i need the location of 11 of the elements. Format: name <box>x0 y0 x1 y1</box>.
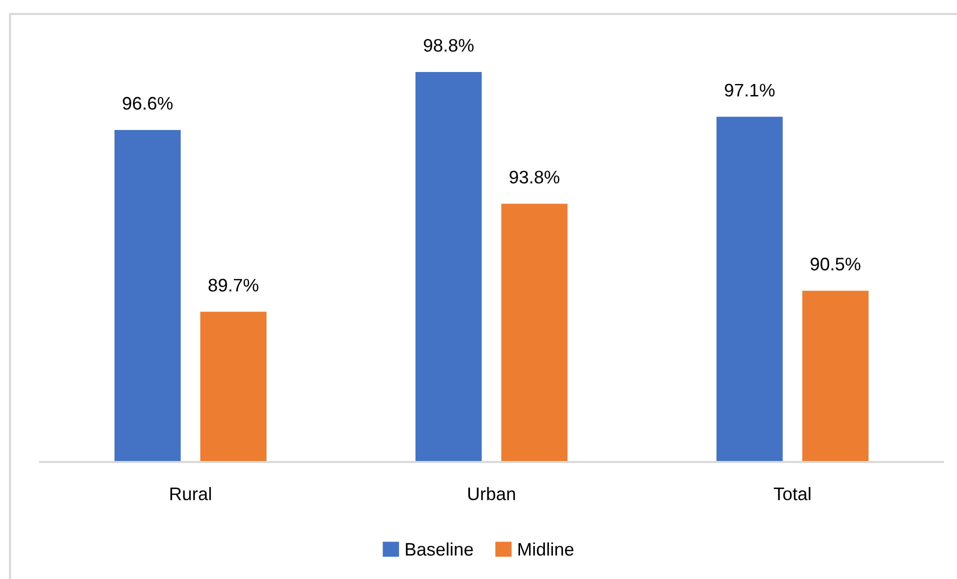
data-label: 97.1% <box>724 84 775 97</box>
legend-label: Midline <box>518 542 574 556</box>
x-tick-label: Total <box>774 487 810 500</box>
legend-label: Baseline <box>406 542 473 556</box>
data-label: 93.8% <box>510 170 560 184</box>
data-label: 89.7% <box>208 278 258 292</box>
data-label: 98.8% <box>424 38 474 52</box>
data-label: 96.6% <box>122 96 173 110</box>
x-tick-label: Rural <box>170 487 211 500</box>
x-tick-label: Urban <box>468 487 515 500</box>
data-label: 90.5% <box>810 258 860 270</box>
